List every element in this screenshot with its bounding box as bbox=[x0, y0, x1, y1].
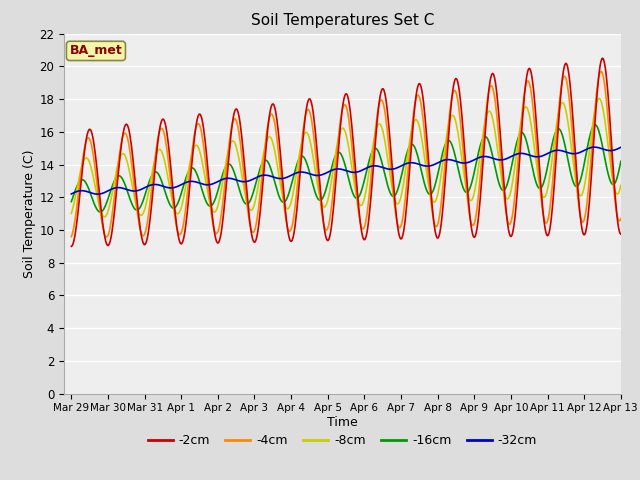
Text: BA_met: BA_met bbox=[70, 44, 122, 58]
Y-axis label: Soil Temperature (C): Soil Temperature (C) bbox=[24, 149, 36, 278]
Title: Soil Temperatures Set C: Soil Temperatures Set C bbox=[251, 13, 434, 28]
Legend: -2cm, -4cm, -8cm, -16cm, -32cm: -2cm, -4cm, -8cm, -16cm, -32cm bbox=[143, 429, 542, 452]
X-axis label: Time: Time bbox=[327, 416, 358, 429]
